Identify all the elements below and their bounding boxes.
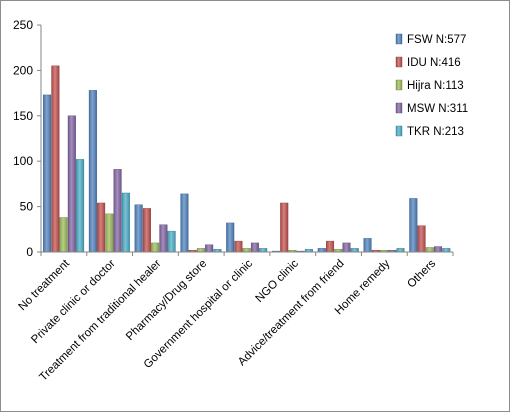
category-label: Others: [405, 257, 438, 290]
bar-3-4: [196, 248, 205, 253]
legend-swatch: [395, 56, 403, 68]
bar-2-6: [280, 202, 289, 253]
bar-1-5: [226, 222, 235, 253]
bar-4-7: [342, 242, 351, 253]
bar-5-9: [442, 248, 451, 253]
legend-swatch: [395, 79, 403, 91]
bar-1-8: [363, 238, 372, 253]
bar-2-3: [142, 208, 151, 253]
bar-2-7: [326, 240, 335, 253]
legend-label: FSW N:577: [407, 34, 466, 46]
legend-label: TKR N:213: [407, 126, 464, 138]
bar-5-8: [396, 248, 405, 253]
legend-swatch: [395, 125, 403, 137]
bar-5-7: [350, 248, 359, 253]
bar-2-1: [51, 65, 60, 253]
category-label: Private clinic or doctor: [29, 258, 118, 347]
bar-1-9: [409, 198, 418, 253]
y-tick-label: 200: [13, 63, 33, 77]
legend: FSW N:577 IDU N:416 Hijra N:113 MSW N:311 TK…: [395, 33, 468, 138]
y-tick-label: 100: [13, 154, 33, 168]
bar-4-5: [250, 242, 259, 253]
bar-4-2: [113, 169, 122, 253]
bar-2-5: [234, 240, 243, 253]
bar-5-1: [76, 159, 85, 253]
bar-3-5: [242, 248, 251, 253]
category-label: NGO clinic: [254, 257, 302, 305]
bar-1-3: [134, 204, 143, 253]
bar-1-2: [88, 90, 97, 253]
bar-1-1: [43, 94, 52, 253]
bar-4-9: [434, 246, 443, 253]
legend-swatch: [395, 102, 403, 114]
y-tick-label: 0: [26, 245, 33, 259]
y-axis: 0 50 100 150 200 250: [13, 18, 42, 259]
y-tick-label: 150: [13, 109, 33, 123]
y-tick-label: 250: [13, 18, 33, 32]
bar-3-3: [151, 242, 160, 253]
bar-1-4: [180, 193, 189, 253]
bar-2-9: [417, 225, 426, 253]
legend-label: IDU N:416: [407, 57, 461, 69]
y-tick-label: 50: [20, 200, 34, 214]
bar-4-4: [205, 244, 214, 253]
bar-2-2: [97, 202, 106, 253]
bar-5-5: [259, 248, 268, 253]
legend-label: MSW N:311: [407, 103, 468, 115]
bar-1-7: [317, 248, 326, 253]
category-label: Pharmacy/Drug store: [124, 258, 209, 343]
bar-5-2: [121, 192, 130, 253]
legend-label: Hijra N:113: [407, 80, 464, 92]
legend-swatch: [395, 33, 403, 45]
bar-4-1: [67, 115, 76, 253]
bar-3-2: [105, 213, 114, 253]
bar-3-1: [59, 217, 68, 253]
bar-5-3: [167, 230, 176, 253]
bar-3-9: [425, 247, 434, 253]
bars: [43, 65, 451, 253]
bar-4-3: [159, 224, 168, 253]
